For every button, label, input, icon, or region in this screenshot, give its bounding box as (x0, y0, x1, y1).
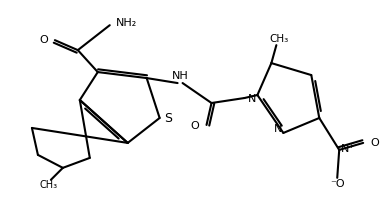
Text: NH: NH (172, 71, 189, 81)
Text: O: O (370, 138, 379, 148)
Text: O: O (39, 35, 48, 45)
Text: N: N (274, 124, 283, 134)
Text: N⁺: N⁺ (341, 144, 355, 154)
Text: NH₂: NH₂ (116, 18, 137, 28)
Text: CH₃: CH₃ (40, 180, 58, 190)
Text: ⁻O: ⁻O (330, 179, 345, 189)
Text: N: N (248, 94, 256, 104)
Text: O: O (191, 121, 200, 131)
Text: CH₃: CH₃ (270, 34, 289, 44)
Text: S: S (165, 112, 173, 125)
